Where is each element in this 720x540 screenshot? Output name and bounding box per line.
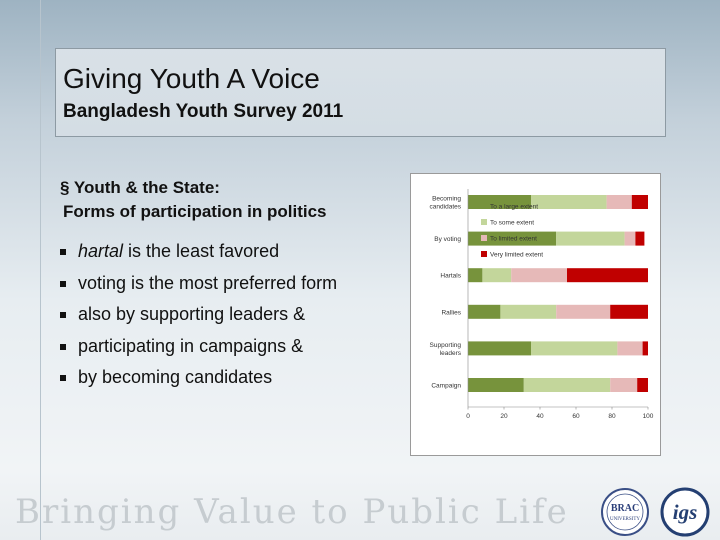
bar-segment xyxy=(468,231,557,246)
bullet-marker xyxy=(60,249,66,256)
bullet-list: hartal is the least favored voting is th… xyxy=(60,236,337,394)
category-label: Hartals xyxy=(440,273,461,280)
x-tick-label: 100 xyxy=(643,413,654,420)
bullet-text: by becoming candidates xyxy=(78,367,273,387)
bullet-item: participating in campaigns & xyxy=(60,331,337,363)
bullet-text: participating in campaigns & xyxy=(78,335,304,356)
category-label: leaders xyxy=(440,350,462,357)
x-tick-label: 40 xyxy=(536,413,544,420)
bar-segment xyxy=(567,268,648,283)
legend-swatch xyxy=(481,235,487,241)
brac-university-logo: BRAC UNIVERSITY xyxy=(601,488,649,536)
bar-segment xyxy=(635,231,645,246)
bullet-item: by becoming candidates xyxy=(60,362,337,394)
bar-segment xyxy=(637,378,648,392)
bar-segment xyxy=(468,378,524,392)
bullet-marker xyxy=(60,343,66,350)
bar-segment xyxy=(482,268,512,283)
bar-segment xyxy=(610,378,638,392)
igs-logo: igs xyxy=(660,487,710,537)
bar-segment xyxy=(610,304,648,319)
brac-logo-text: BRAC xyxy=(611,503,639,514)
slide-title: Giving Youth A Voice xyxy=(63,63,320,94)
bullet-item: hartal is the least favored xyxy=(60,236,337,268)
bar-segment xyxy=(606,195,632,209)
bar-segment xyxy=(511,268,567,283)
bar-segment xyxy=(556,231,625,246)
legend-label: To a large extent xyxy=(490,204,538,211)
legend-swatch xyxy=(481,251,487,257)
bar-segment xyxy=(556,304,611,319)
legend-swatch xyxy=(481,219,487,225)
section-heading: § Youth & the State: Forms of participat… xyxy=(60,176,327,224)
chart-frame: Becoming candidates By voting Hartals Rallie… xyxy=(410,173,661,456)
category-label: candidates xyxy=(430,204,462,211)
bullet-item: also by supporting leaders & xyxy=(60,299,337,331)
slide-subtitle: Bangladesh Youth Survey 2011 xyxy=(63,101,344,122)
bullet-marker xyxy=(60,280,66,287)
legend-label: Very limited extent xyxy=(490,252,543,259)
category-label: Becoming xyxy=(432,196,461,203)
bullet-text: voting is the most preferred form xyxy=(78,272,338,293)
legend-swatch xyxy=(481,203,487,209)
x-tick-label: 20 xyxy=(500,413,508,420)
footer-slogan: Bringing Value to Public Life xyxy=(15,492,569,532)
x-tick-label: 60 xyxy=(572,413,580,420)
bar-segment xyxy=(500,304,557,319)
bullet-text: also by supporting leaders & xyxy=(78,304,306,324)
bar-segment xyxy=(624,231,636,246)
x-tick-label: 80 xyxy=(608,413,616,420)
left-rule xyxy=(40,0,41,540)
bar-segment xyxy=(531,341,618,356)
bar-segment xyxy=(468,268,483,283)
bullet-marker xyxy=(60,312,66,319)
legend-label: To some extent xyxy=(490,220,534,227)
bullet-emphasis: hartal xyxy=(78,241,124,261)
bar-segment xyxy=(468,304,501,319)
brac-logo-subtext: UNIVERSITY xyxy=(610,517,640,522)
category-label: By voting xyxy=(434,236,461,243)
x-tick-label: 0 xyxy=(466,413,470,420)
title-box: Giving Youth A Voice Bangladesh Youth Su… xyxy=(55,48,666,137)
bar-segment xyxy=(531,195,607,209)
bar-segment xyxy=(631,195,648,209)
category-label: Campaign xyxy=(431,383,461,390)
bullet-item: voting is the most preferred form xyxy=(60,268,337,300)
bullet-text: is the least favored xyxy=(123,241,280,261)
legend-label: To limited extent xyxy=(490,236,537,243)
bar-segment xyxy=(523,378,611,392)
bar-segment xyxy=(468,341,531,356)
category-label: Supporting xyxy=(430,342,462,349)
bar-segment xyxy=(642,341,648,356)
bullet-marker xyxy=(60,375,66,382)
category-label: Rallies xyxy=(441,309,461,316)
igs-logo-text: igs xyxy=(673,500,698,524)
bar-segment xyxy=(617,341,643,356)
section-heading-line1: § Youth & the State: xyxy=(60,178,220,197)
section-heading-line2: Forms of participation in politics xyxy=(63,202,327,221)
